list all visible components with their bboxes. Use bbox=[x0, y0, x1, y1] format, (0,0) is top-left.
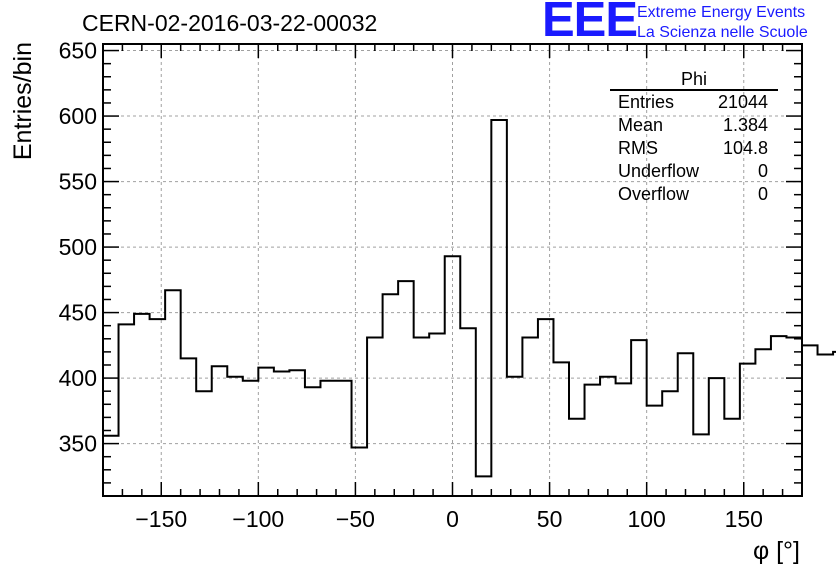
y-tick-label: 550 bbox=[59, 169, 97, 195]
plot-frame bbox=[102, 43, 803, 497]
eee-logo-line1: Extreme Energy Events bbox=[637, 4, 806, 21]
histogram-bin bbox=[647, 406, 663, 496]
y-tick-label: 450 bbox=[59, 300, 97, 326]
x-axis-title: φ [°] bbox=[753, 537, 800, 565]
x-tick-label: 50 bbox=[537, 506, 563, 532]
stats-label: Entries bbox=[618, 92, 675, 112]
stats-label: RMS bbox=[618, 138, 658, 158]
histogram-bin bbox=[460, 328, 476, 496]
stats-row-underflow: Underflow 0 bbox=[610, 160, 778, 183]
histogram-bin bbox=[103, 436, 119, 496]
histogram-bin bbox=[227, 377, 243, 496]
histogram-bin bbox=[336, 381, 352, 496]
histogram-bin bbox=[352, 448, 368, 496]
stats-value: 21044 bbox=[717, 92, 768, 112]
stats-label: Mean bbox=[618, 115, 664, 135]
stats-value: 104.8 bbox=[722, 138, 768, 158]
histogram-bin bbox=[802, 345, 818, 496]
histogram-bin bbox=[522, 337, 538, 496]
histogram-bin bbox=[755, 349, 771, 496]
histogram-bin bbox=[740, 364, 756, 496]
y-tick-label: 500 bbox=[59, 234, 97, 260]
histogram-bin bbox=[274, 372, 290, 496]
histogram-bin bbox=[569, 419, 585, 496]
histogram-bin bbox=[150, 319, 166, 496]
stats-row-rms: RMS 104.8 bbox=[610, 137, 778, 160]
eee-logo-line2: La Scienza nelle Scuole bbox=[637, 24, 808, 41]
histogram-bin bbox=[289, 370, 305, 496]
y-axis-title: Entries/bin bbox=[9, 42, 37, 160]
histogram-bin bbox=[119, 324, 135, 496]
x-tick-label: 100 bbox=[627, 506, 665, 532]
y-tick-label: 350 bbox=[59, 431, 97, 457]
y-tick-label: 400 bbox=[59, 365, 97, 391]
histogram-bin bbox=[491, 120, 507, 496]
stats-value: 0 bbox=[757, 184, 768, 204]
histogram-bin bbox=[429, 334, 445, 496]
eee-logo: EEE bbox=[542, 0, 638, 47]
x-tick-label: 150 bbox=[725, 506, 763, 532]
histogram-bin bbox=[367, 337, 383, 496]
histogram-bin bbox=[243, 381, 259, 496]
histogram-bin bbox=[476, 476, 492, 496]
histogram-bin bbox=[414, 337, 430, 496]
x-tick-label: −50 bbox=[336, 506, 375, 532]
y-tick-label: 600 bbox=[59, 103, 97, 129]
histogram-bin bbox=[678, 353, 694, 496]
histogram-bin bbox=[196, 391, 212, 496]
histogram-bin bbox=[383, 294, 399, 496]
histogram-bin bbox=[320, 381, 336, 496]
histogram-bin bbox=[553, 362, 569, 496]
histogram-bin bbox=[507, 377, 523, 496]
x-tick-label: 0 bbox=[446, 506, 459, 532]
histogram-bin bbox=[165, 290, 181, 496]
x-tick-label: −100 bbox=[232, 506, 284, 532]
y-tick-label: 650 bbox=[59, 38, 97, 64]
histogram-bin bbox=[600, 377, 616, 496]
histogram-bin bbox=[693, 434, 709, 496]
stats-row-entries: Entries 21044 bbox=[610, 91, 778, 114]
histogram-bin bbox=[398, 281, 414, 496]
histogram-bin bbox=[305, 387, 321, 496]
histogram-bin bbox=[585, 385, 601, 496]
stats-box: Phi Entries 21044 Mean 1.384 RMS 104.8 U… bbox=[610, 70, 778, 206]
histogram-bin bbox=[212, 366, 228, 496]
histogram-bin bbox=[616, 383, 632, 496]
histogram-bin bbox=[181, 358, 197, 496]
stats-value: 1.384 bbox=[722, 115, 768, 135]
stats-label: Underflow bbox=[618, 161, 700, 181]
histogram-bin bbox=[134, 314, 150, 496]
histogram-bin bbox=[631, 340, 647, 496]
stats-value: 0 bbox=[757, 161, 768, 181]
histogram-bin bbox=[258, 368, 274, 496]
stats-row-mean: Mean 1.384 bbox=[610, 114, 778, 137]
histogram-bin bbox=[724, 419, 740, 496]
histogram-bin bbox=[818, 355, 834, 496]
histogram-bin bbox=[538, 319, 554, 496]
stats-title: Phi bbox=[610, 70, 778, 91]
run-title: CERN-02-2016-03-22-00032 bbox=[82, 10, 378, 36]
histogram-line bbox=[102, 118, 836, 496]
x-tick-label: −150 bbox=[135, 506, 187, 532]
histogram-bin bbox=[771, 336, 787, 496]
stats-row-overflow: Overflow 0 bbox=[610, 183, 778, 206]
stats-label: Overflow bbox=[618, 184, 690, 204]
histogram-bin bbox=[709, 378, 725, 496]
